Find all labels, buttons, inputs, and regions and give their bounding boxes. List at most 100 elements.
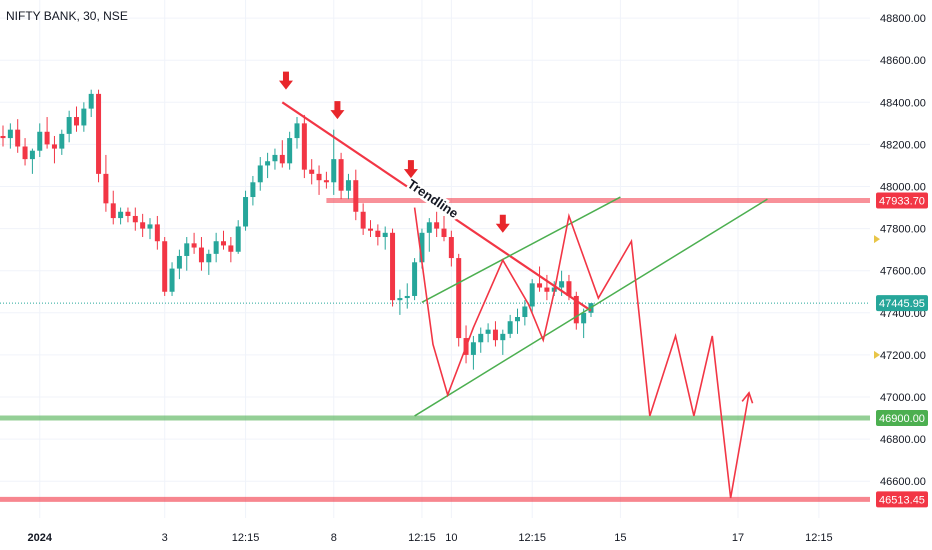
- candle[interactable]: [478, 327, 484, 353]
- candle[interactable]: [537, 266, 543, 292]
- candle[interactable]: [51, 135, 57, 164]
- candle-body: [375, 230, 381, 238]
- candle[interactable]: [412, 258, 418, 301]
- candle-body: [323, 180, 329, 183]
- candle[interactable]: [456, 253, 462, 347]
- candle[interactable]: [573, 291, 579, 330]
- candle[interactable]: [176, 249, 182, 280]
- candle-body: [221, 241, 226, 246]
- price-axis[interactable]: 46600.0046800.0047000.0047200.0047400.00…: [872, 0, 932, 550]
- candle[interactable]: [81, 102, 87, 132]
- candle[interactable]: [345, 173, 351, 200]
- candle[interactable]: [198, 237, 204, 271]
- time-tick-label: 10: [445, 532, 457, 544]
- candle[interactable]: [235, 220, 241, 254]
- candle[interactable]: [140, 213, 146, 238]
- candle[interactable]: [257, 157, 263, 191]
- candle[interactable]: [243, 190, 249, 231]
- candle-body: [191, 243, 197, 248]
- candle[interactable]: [0, 125, 6, 147]
- time-tick-label: 3: [162, 532, 168, 544]
- candle-body: [243, 197, 249, 227]
- candle[interactable]: [37, 123, 43, 158]
- candle-body: [59, 133, 65, 149]
- candle[interactable]: [485, 323, 491, 343]
- candle-body: [103, 173, 109, 204]
- candle-body: [316, 173, 322, 181]
- candle[interactable]: [125, 207, 131, 223]
- candle[interactable]: [132, 207, 138, 231]
- candle[interactable]: [529, 279, 535, 313]
- candle[interactable]: [360, 203, 366, 235]
- candle[interactable]: [382, 226, 388, 250]
- candle[interactable]: [515, 308, 520, 334]
- candle[interactable]: [118, 207, 124, 225]
- candle[interactable]: [74, 106, 79, 132]
- candle[interactable]: [250, 175, 256, 206]
- candle[interactable]: [338, 152, 344, 200]
- candle[interactable]: [221, 230, 226, 250]
- candle[interactable]: [191, 232, 197, 254]
- candle[interactable]: [44, 117, 50, 149]
- candle[interactable]: [228, 237, 234, 263]
- candle[interactable]: [448, 230, 454, 267]
- candle[interactable]: [287, 131, 293, 170]
- candle[interactable]: [147, 218, 153, 240]
- candle[interactable]: [492, 321, 498, 347]
- candle[interactable]: [154, 215, 160, 250]
- candle[interactable]: [426, 218, 432, 252]
- candle[interactable]: [309, 159, 315, 185]
- candle[interactable]: [434, 211, 440, 238]
- candle[interactable]: [169, 262, 175, 296]
- candle[interactable]: [22, 138, 28, 166]
- candle[interactable]: [470, 335, 476, 370]
- candle[interactable]: [294, 117, 300, 149]
- candle[interactable]: [301, 114, 307, 179]
- candle[interactable]: [500, 329, 506, 355]
- candle[interactable]: [206, 249, 212, 275]
- candle-body: [419, 232, 425, 263]
- candle[interactable]: [581, 308, 587, 339]
- candlesticks[interactable]: [0, 89, 594, 370]
- candle[interactable]: [66, 110, 72, 143]
- candle[interactable]: [110, 190, 116, 225]
- candle-body: [448, 237, 454, 259]
- candle[interactable]: [331, 129, 337, 195]
- candle[interactable]: [279, 140, 285, 168]
- candle[interactable]: [15, 119, 21, 153]
- candle[interactable]: [272, 148, 278, 170]
- candle[interactable]: [316, 165, 322, 195]
- candle-body: [184, 243, 190, 256]
- candle[interactable]: [7, 123, 13, 149]
- time-tick-label: 8: [331, 532, 337, 544]
- candle[interactable]: [213, 232, 219, 263]
- candle[interactable]: [397, 289, 403, 315]
- candle[interactable]: [404, 283, 410, 309]
- candle[interactable]: [323, 171, 329, 189]
- time-axis[interactable]: 2024 3 12:15 8 12:15 10 12:15 15 17 12:15: [28, 532, 833, 544]
- candle[interactable]: [353, 169, 359, 221]
- candle[interactable]: [522, 300, 528, 326]
- candle-body: [492, 329, 498, 341]
- candle[interactable]: [59, 129, 65, 155]
- candle[interactable]: [88, 89, 94, 118]
- candle-body: [118, 211, 124, 219]
- candle[interactable]: [390, 228, 396, 307]
- candle[interactable]: [265, 152, 271, 179]
- down-arrow-icon: [330, 101, 345, 120]
- candle-body: [294, 123, 300, 139]
- candle[interactable]: [507, 314, 513, 339]
- candle[interactable]: [96, 89, 102, 183]
- candle[interactable]: [441, 215, 447, 242]
- candle[interactable]: [162, 237, 168, 296]
- candle[interactable]: [184, 237, 190, 271]
- candle-body: [522, 306, 528, 318]
- candle[interactable]: [368, 220, 373, 238]
- candle[interactable]: [544, 274, 550, 301]
- candle-body: [338, 159, 344, 191]
- candle[interactable]: [103, 154, 109, 212]
- candle[interactable]: [29, 148, 35, 174]
- candle-body: [566, 281, 572, 296]
- candle[interactable]: [375, 224, 381, 246]
